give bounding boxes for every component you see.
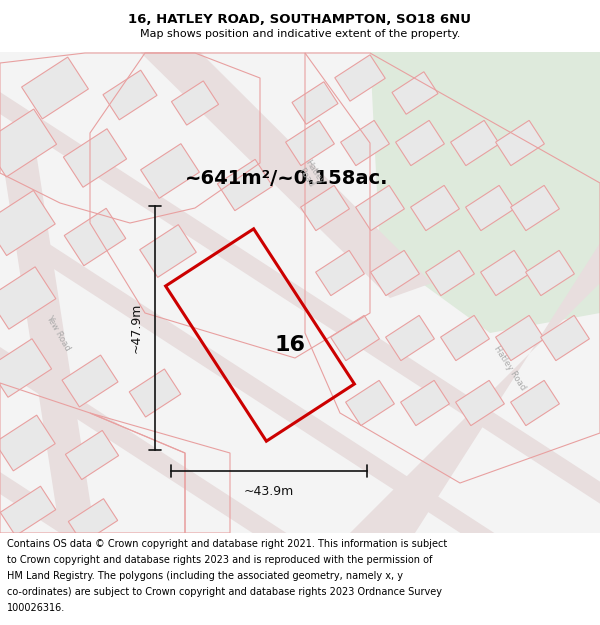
Polygon shape [371, 251, 419, 296]
Polygon shape [129, 369, 181, 417]
Polygon shape [496, 316, 544, 361]
Polygon shape [286, 121, 334, 166]
Polygon shape [466, 186, 514, 231]
Polygon shape [341, 121, 389, 166]
Polygon shape [0, 212, 600, 624]
Polygon shape [217, 159, 272, 211]
Text: 16: 16 [275, 335, 305, 355]
Text: ~641m²/~0.158ac.: ~641m²/~0.158ac. [185, 169, 389, 187]
Polygon shape [335, 55, 385, 101]
Polygon shape [496, 121, 544, 166]
Polygon shape [425, 251, 475, 296]
Polygon shape [140, 144, 199, 198]
Polygon shape [395, 121, 445, 166]
Polygon shape [392, 72, 438, 114]
Polygon shape [0, 113, 95, 533]
Text: ~47.9m: ~47.9m [130, 302, 143, 353]
Polygon shape [455, 381, 505, 426]
Text: HM Land Registry. The polygons (including the associated geometry, namely x, y: HM Land Registry. The polygons (includin… [7, 571, 403, 581]
Polygon shape [0, 191, 55, 256]
Polygon shape [0, 486, 56, 536]
Text: Hatley
Road: Hatley Road [295, 158, 326, 192]
Text: to Crown copyright and database rights 2023 and is reproduced with the permissio: to Crown copyright and database rights 2… [7, 554, 433, 564]
Polygon shape [140, 52, 432, 298]
Text: 16, HATLEY ROAD, SOUTHAMPTON, SO18 6NU: 16, HATLEY ROAD, SOUTHAMPTON, SO18 6NU [128, 13, 472, 26]
Polygon shape [440, 316, 490, 361]
Polygon shape [401, 381, 449, 426]
Polygon shape [481, 251, 529, 296]
Text: ~43.9m: ~43.9m [244, 485, 294, 498]
Polygon shape [301, 186, 349, 231]
Polygon shape [511, 381, 559, 426]
Polygon shape [451, 121, 499, 166]
Polygon shape [172, 81, 218, 125]
Polygon shape [0, 415, 55, 471]
Polygon shape [331, 316, 379, 361]
Polygon shape [350, 243, 600, 533]
Polygon shape [316, 251, 364, 296]
Polygon shape [356, 186, 404, 231]
Polygon shape [386, 316, 434, 361]
Polygon shape [65, 431, 119, 479]
Polygon shape [140, 224, 196, 278]
Polygon shape [410, 186, 460, 231]
Text: Contains OS data © Crown copyright and database right 2021. This information is : Contains OS data © Crown copyright and d… [7, 539, 448, 549]
Polygon shape [68, 499, 118, 543]
Polygon shape [292, 82, 338, 124]
Polygon shape [511, 186, 559, 231]
Polygon shape [526, 251, 574, 296]
Polygon shape [22, 57, 88, 119]
Text: co-ordinates) are subject to Crown copyright and database rights 2023 Ordnance S: co-ordinates) are subject to Crown copyr… [7, 587, 442, 597]
Polygon shape [0, 347, 600, 625]
Text: Map shows position and indicative extent of the property.: Map shows position and indicative extent… [140, 29, 460, 39]
Polygon shape [0, 472, 600, 625]
Polygon shape [64, 129, 127, 188]
Polygon shape [0, 267, 56, 329]
Polygon shape [0, 339, 52, 398]
Polygon shape [370, 52, 600, 333]
Text: 100026316.: 100026316. [7, 603, 65, 613]
Polygon shape [64, 208, 126, 266]
Polygon shape [103, 70, 157, 120]
Polygon shape [346, 381, 394, 426]
Text: Yew Road: Yew Road [44, 314, 72, 352]
Polygon shape [62, 355, 118, 407]
Text: Hatley Road: Hatley Road [493, 344, 527, 392]
Polygon shape [0, 109, 56, 177]
Polygon shape [541, 316, 589, 361]
Polygon shape [0, 92, 600, 504]
